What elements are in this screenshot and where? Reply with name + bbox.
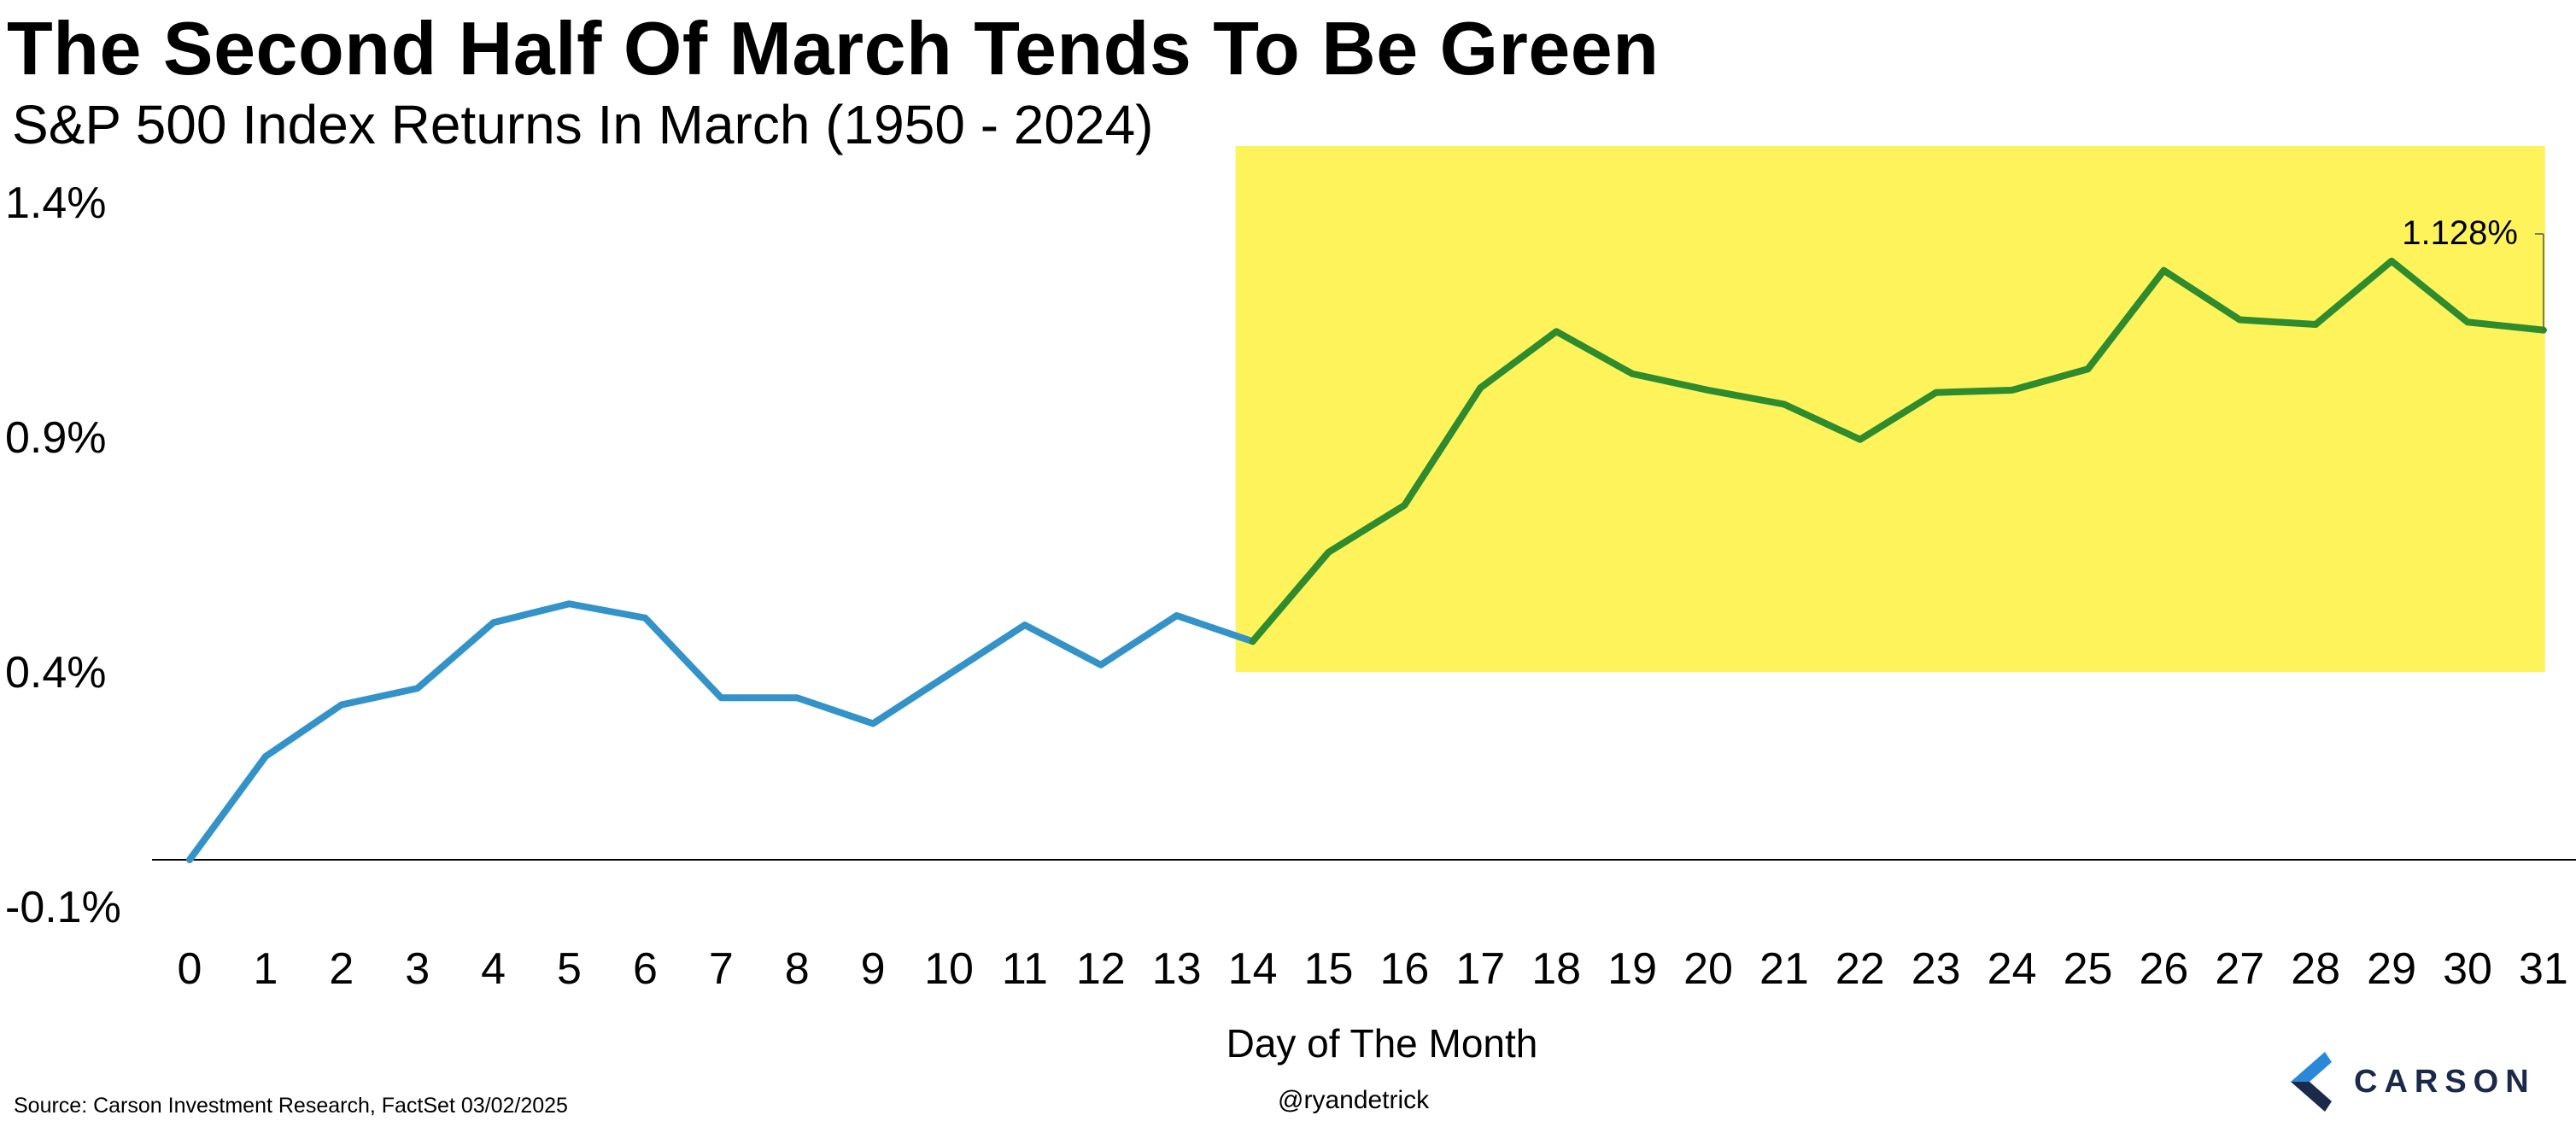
- x-tick-label: 11: [1002, 944, 1048, 994]
- data-point: [566, 600, 572, 607]
- data-point: [1174, 612, 1180, 619]
- data-point: [1326, 549, 1332, 556]
- data-point: [262, 753, 269, 760]
- data-point: [1401, 502, 1408, 509]
- data-point: [1857, 436, 1864, 443]
- data-point: [1477, 384, 1484, 391]
- x-tick-label: 4: [481, 944, 506, 994]
- x-tick-label: 30: [2443, 944, 2492, 994]
- data-point: [641, 615, 648, 622]
- data-point: [2388, 258, 2395, 265]
- logo-wordmark: CARSON: [2354, 1063, 2536, 1100]
- x-axis-ticks: 0 1 2 3 4 5 6 7 8 9 10 11 12 13 14 15 16 17 18 19 20 21 22 23 24…: [178, 944, 2568, 994]
- x-tick-label: 24: [1988, 944, 2037, 994]
- data-point: [1781, 401, 1788, 407]
- x-tick-label: 17: [1455, 944, 1505, 994]
- x-tick-label: 9: [861, 944, 886, 994]
- y-axis-ticks: 1.4% 0.9% 0.4% -0.1%: [5, 178, 121, 932]
- data-point: [2009, 387, 2016, 394]
- chart-title: The Second Half Of March Tends To Be Gre…: [7, 6, 1660, 91]
- x-tick-label: 5: [557, 944, 582, 994]
- x-tick-label: 29: [2367, 944, 2416, 994]
- data-point: [1629, 371, 1636, 377]
- second-half-highlight: [1235, 146, 2545, 672]
- data-point: [2085, 365, 2091, 372]
- data-point: [1933, 389, 1940, 396]
- x-tick-label: 20: [1683, 944, 1733, 994]
- x-tick-label: 2: [329, 944, 354, 994]
- carson-logo: CARSON: [2291, 1052, 2536, 1112]
- data-point: [793, 694, 800, 701]
- x-tick-label: 6: [633, 944, 658, 994]
- chart-subtitle: S&P 500 Index Returns In March (1950 - 2…: [12, 94, 1154, 155]
- x-tick-label: 15: [1304, 944, 1354, 994]
- data-point: [2236, 317, 2243, 323]
- x-tick-label: 21: [1759, 944, 1809, 994]
- x-tick-label: 0: [178, 944, 202, 994]
- x-tick-label: 18: [1531, 944, 1581, 994]
- y-tick-label: 0.9%: [5, 413, 107, 463]
- data-point: [1553, 328, 1560, 335]
- data-point: [2464, 318, 2471, 325]
- x-tick-label: 23: [1912, 944, 1961, 994]
- data-point: [946, 671, 952, 678]
- data-point: [490, 619, 497, 626]
- x-tick-label: 1: [253, 944, 278, 994]
- x-tick-label: 31: [2519, 944, 2568, 994]
- x-tick-label: 13: [1152, 944, 1202, 994]
- author-handle: @ryandetrick: [1278, 1086, 1430, 1114]
- x-tick-label: 27: [2215, 944, 2264, 994]
- carson-chevron-icon: [2291, 1052, 2332, 1112]
- data-point: [869, 721, 876, 727]
- y-tick-label: -0.1%: [5, 883, 121, 932]
- x-axis-label: Day of The Month: [1227, 1021, 1538, 1066]
- x-tick-label: 22: [1835, 944, 1885, 994]
- annotation-label: 1.128%: [2402, 214, 2518, 252]
- data-point: [186, 856, 193, 863]
- series-line-second-half: [1249, 257, 2547, 645]
- data-point: [1022, 622, 1028, 628]
- x-tick-label: 10: [924, 944, 974, 994]
- source-note: Source: Carson Investment Research, Fact…: [14, 1094, 568, 1118]
- series-lines: [186, 257, 2547, 863]
- data-point: [414, 685, 421, 692]
- x-tick-label: 26: [2139, 944, 2188, 994]
- data-point: [338, 702, 345, 708]
- x-tick-label: 19: [1607, 944, 1657, 994]
- x-tick-label: 28: [2291, 944, 2340, 994]
- x-tick-label: 8: [785, 944, 810, 994]
- x-tick-label: 12: [1076, 944, 1126, 994]
- x-tick-label: 25: [2064, 944, 2113, 994]
- x-tick-label: 16: [1379, 944, 1429, 994]
- y-tick-label: 1.4%: [5, 178, 107, 228]
- series-line-first-half: [186, 600, 1256, 863]
- data-point: [1250, 638, 1256, 645]
- x-tick-label: 7: [709, 944, 734, 994]
- data-point: [2312, 321, 2319, 328]
- y-tick-label: 0.4%: [5, 648, 107, 698]
- x-tick-label: 14: [1228, 944, 1278, 994]
- data-point: [717, 694, 724, 701]
- data-point: [1705, 387, 1712, 394]
- data-point: [2160, 267, 2167, 274]
- x-tick-label: 3: [405, 944, 430, 994]
- data-point: [1098, 662, 1104, 669]
